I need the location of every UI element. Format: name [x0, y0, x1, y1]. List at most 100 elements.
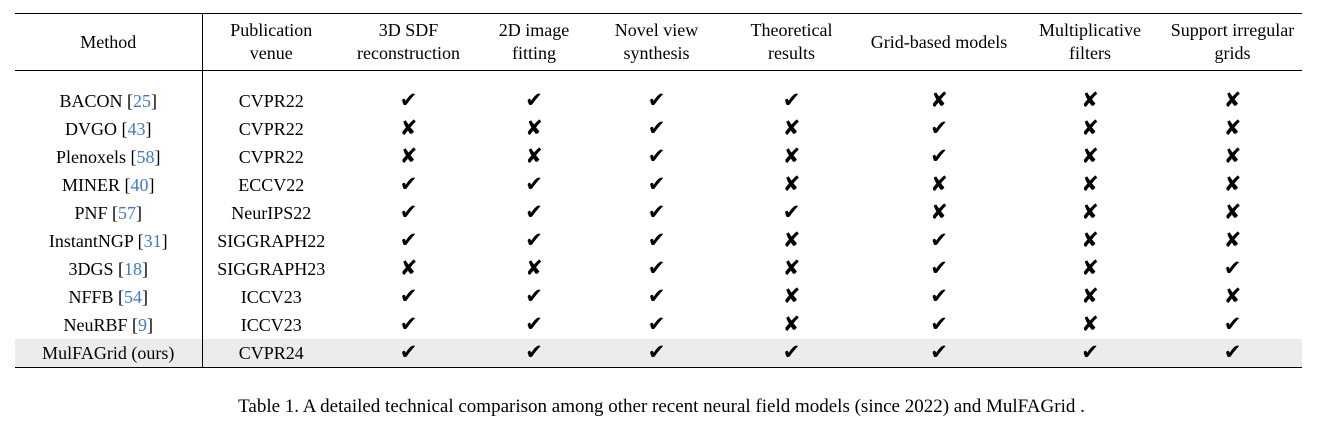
- header-sdf: 3D SDF reconstruction: [340, 13, 477, 71]
- citation-link[interactable]: 31: [143, 230, 162, 251]
- novel-view-cell: ✔: [591, 143, 722, 171]
- cross-icon: ✘: [1223, 116, 1242, 140]
- novel-view-cell: ✔: [591, 199, 722, 227]
- method-name: 3DGS: [68, 258, 114, 279]
- check-icon: ✔: [399, 200, 418, 224]
- citation-link[interactable]: 43: [127, 118, 146, 139]
- method-cell: DVGO [43]: [15, 115, 203, 143]
- citation-link[interactable]: 58: [136, 146, 155, 167]
- citation-link[interactable]: 54: [124, 286, 143, 307]
- irregular-cell: ✘: [1163, 283, 1302, 311]
- method-cell: PNF [57]: [15, 199, 203, 227]
- header-line: grids: [1214, 43, 1251, 63]
- table-row: 3DGS [18] SIGGRAPH23 ✘ ✘ ✔ ✘ ✔ ✘ ✔: [15, 255, 1302, 283]
- check-icon: ✔: [647, 200, 666, 224]
- cross-icon: ✘: [1223, 228, 1242, 252]
- irregular-cell: ✘: [1163, 143, 1302, 171]
- method-name: DVGO: [65, 118, 117, 139]
- cross-icon: ✘: [525, 116, 543, 140]
- check-icon: ✔: [1081, 340, 1099, 364]
- header-line: filters: [1069, 43, 1111, 63]
- cross-icon: ✘: [1081, 144, 1099, 168]
- grid-based-cell: ✘: [861, 171, 1017, 199]
- check-icon: ✔: [525, 340, 543, 364]
- check-icon: ✔: [647, 172, 666, 196]
- multiplicative-cell: ✘: [1017, 143, 1163, 171]
- image-fitting-cell: ✘: [477, 255, 591, 283]
- irregular-cell: ✘: [1163, 71, 1302, 116]
- header-irregular: Support irregular grids: [1163, 13, 1302, 71]
- check-icon: ✔: [525, 200, 543, 224]
- check-icon: ✔: [525, 312, 543, 336]
- header-line: Grid-based models: [870, 31, 1008, 52]
- citation-link[interactable]: 40: [130, 174, 149, 195]
- check-icon: ✔: [399, 88, 418, 112]
- image-fitting-cell: ✔: [477, 227, 591, 255]
- sdf-cell: ✔: [340, 283, 477, 311]
- citation-link[interactable]: 18: [124, 258, 142, 279]
- cross-icon: ✘: [782, 256, 801, 280]
- image-fitting-cell: ✔: [477, 283, 591, 311]
- grid-based-cell: ✔: [861, 339, 1017, 368]
- header-line: reconstruction: [357, 43, 460, 63]
- cross-icon: ✘: [1081, 172, 1099, 196]
- irregular-cell: ✘: [1163, 171, 1302, 199]
- cross-icon: ✘: [1223, 200, 1242, 224]
- image-fitting-cell: ✔: [477, 171, 591, 199]
- header-line: venue: [249, 43, 293, 63]
- image-fitting-cell: ✘: [477, 115, 591, 143]
- cross-icon: ✘: [930, 172, 948, 196]
- irregular-cell: ✔: [1163, 311, 1302, 339]
- image-fitting-cell: ✔: [477, 339, 591, 368]
- venue-cell: CVPR22: [238, 90, 304, 111]
- check-icon: ✔: [647, 144, 666, 168]
- citation-link[interactable]: 9: [138, 314, 147, 335]
- header-line: Publication: [230, 20, 313, 40]
- check-icon: ✔: [647, 116, 666, 140]
- check-icon: ✔: [1223, 312, 1242, 336]
- header-grid-based: Grid-based models: [861, 13, 1017, 71]
- check-icon: ✔: [399, 312, 418, 336]
- table-row: DVGO [43] CVPR22 ✘ ✘ ✔ ✘ ✔ ✘ ✘: [15, 115, 1302, 143]
- check-icon: ✔: [1223, 256, 1242, 280]
- grid-based-cell: ✔: [861, 283, 1017, 311]
- cross-icon: ✘: [782, 312, 801, 336]
- sdf-cell: ✔: [340, 199, 477, 227]
- cross-icon: ✘: [1223, 172, 1242, 196]
- method-name: Plenoxels: [56, 146, 126, 167]
- table-row: MINER [40] ECCV22 ✔ ✔ ✔ ✘ ✘ ✘ ✘: [15, 171, 1302, 199]
- venue-cell: CVPR22: [238, 146, 304, 167]
- cross-icon: ✘: [930, 200, 948, 224]
- theory-cell: ✔: [722, 339, 861, 368]
- header-method: Method: [15, 13, 203, 71]
- table-row: NeuRBF [9] ICCV23 ✔ ✔ ✔ ✘ ✔ ✘ ✔: [15, 311, 1302, 339]
- multiplicative-cell: ✘: [1017, 227, 1163, 255]
- sdf-cell: ✔: [340, 171, 477, 199]
- grid-based-cell: ✔: [861, 255, 1017, 283]
- citation-link[interactable]: 57: [118, 202, 137, 223]
- theory-cell: ✘: [722, 255, 861, 283]
- cross-icon: ✘: [782, 116, 801, 140]
- cross-icon: ✘: [782, 144, 801, 168]
- cross-icon: ✘: [1081, 200, 1099, 224]
- check-icon: ✔: [782, 200, 801, 224]
- check-icon: ✔: [1223, 340, 1242, 364]
- theory-cell: ✔: [722, 71, 861, 116]
- header-line: 2D image: [498, 20, 570, 40]
- header-venue: Publication venue: [202, 13, 340, 71]
- cross-icon: ✘: [399, 144, 418, 168]
- irregular-cell: ✔: [1163, 255, 1302, 283]
- table-row-ours: MulFAGrid (ours) CVPR24 ✔ ✔ ✔ ✔ ✔ ✔ ✔: [15, 339, 1302, 368]
- multiplicative-cell: ✘: [1017, 115, 1163, 143]
- check-icon: ✔: [782, 88, 801, 112]
- theory-cell: ✔: [722, 199, 861, 227]
- table-row: Plenoxels [58] CVPR22 ✘ ✘ ✔ ✘ ✔ ✘ ✘: [15, 143, 1302, 171]
- method-cell: BACON [25]: [15, 70, 203, 115]
- multiplicative-cell: ✔: [1017, 339, 1163, 368]
- citation-link[interactable]: 25: [133, 90, 151, 111]
- cross-icon: ✘: [782, 172, 801, 196]
- cross-icon: ✘: [1223, 88, 1242, 112]
- method-name: MulFAGrid (ours): [42, 342, 175, 363]
- check-icon: ✔: [930, 144, 948, 168]
- cross-icon: ✘: [1223, 284, 1242, 308]
